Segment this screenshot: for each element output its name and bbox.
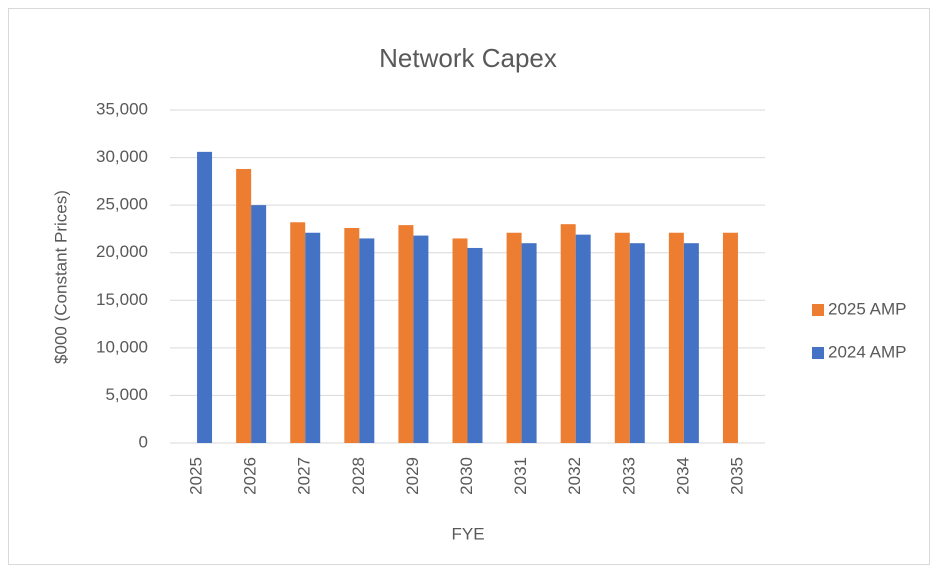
- bar: [452, 238, 468, 443]
- bar: [521, 243, 537, 443]
- bar: [413, 235, 429, 443]
- bar: [251, 205, 267, 443]
- y-tick-label: 5,000: [105, 385, 148, 404]
- x-tick-label: 2032: [565, 457, 584, 495]
- bar: [506, 232, 522, 443]
- y-tick-label: 20,000: [96, 242, 148, 261]
- bar: [236, 168, 252, 443]
- bar: [560, 224, 576, 443]
- bar: [197, 151, 213, 443]
- legend-label: 2025 AMP: [828, 299, 906, 318]
- x-tick-label: 2030: [457, 457, 476, 495]
- bar: [290, 222, 306, 443]
- legend-swatch: [812, 304, 824, 316]
- x-tick-label: 2025: [187, 457, 206, 495]
- x-tick-label: 2028: [349, 457, 368, 495]
- x-tick-label: 2026: [241, 457, 260, 495]
- y-axis-label: $000 (Constant Prices): [51, 190, 70, 364]
- x-axis-label: FYE: [451, 524, 484, 543]
- bar: [629, 243, 645, 443]
- legend-label: 2024 AMP: [828, 342, 906, 361]
- bar: [344, 227, 360, 443]
- bar: [575, 234, 591, 443]
- y-tick-label: 15,000: [96, 290, 148, 309]
- bar: [398, 225, 414, 443]
- bar: [467, 247, 483, 443]
- x-tick-label: 2027: [295, 457, 314, 495]
- y-tick-label: 25,000: [96, 195, 148, 214]
- bar: [305, 232, 321, 443]
- x-tick-label: 2034: [673, 457, 692, 495]
- chart-title: Network Capex: [379, 43, 557, 73]
- y-tick-label: 35,000: [96, 99, 148, 118]
- bar: [668, 232, 684, 443]
- y-tick-label: 30,000: [96, 147, 148, 166]
- legend-swatch: [812, 347, 824, 359]
- y-tick-label: 10,000: [96, 337, 148, 356]
- y-tick-label: 0: [139, 432, 148, 451]
- bar: [614, 232, 630, 443]
- x-tick-label: 2029: [403, 457, 422, 495]
- x-tick-label: 2031: [511, 457, 530, 495]
- bar: [683, 243, 699, 443]
- bar: [359, 238, 375, 443]
- x-tick-label: 2033: [619, 457, 638, 495]
- bar: [722, 232, 738, 443]
- x-tick-label: 2035: [727, 457, 746, 495]
